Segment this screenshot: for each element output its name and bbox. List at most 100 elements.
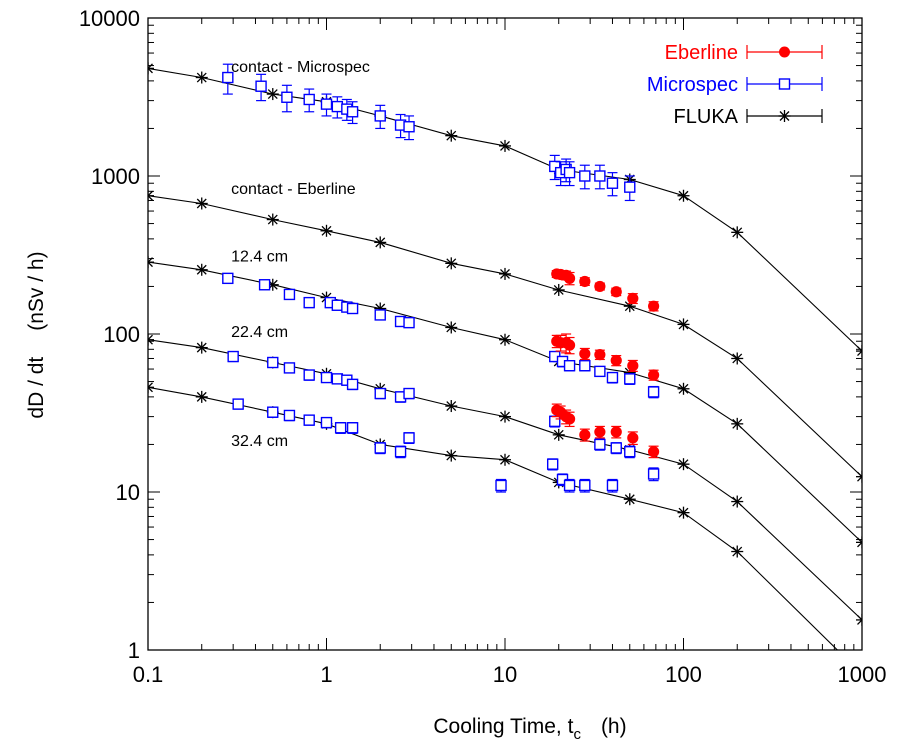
point-eberline-13-marker (579, 348, 591, 360)
point-eberline-24-marker (610, 426, 622, 438)
point-microspec-1-marker (255, 80, 267, 92)
fluka-point-0-2 (266, 88, 279, 101)
point-microspec-5-marker (331, 100, 344, 113)
point-microspec-58 (403, 432, 415, 445)
point-microspec-49-marker (232, 398, 244, 410)
point-microspec-26-marker (346, 302, 359, 315)
point-microspec-60-marker (546, 458, 559, 470)
point-eberline-26-marker (648, 446, 660, 458)
point-microspec-8 (374, 104, 386, 130)
point-microspec-7-marker (346, 106, 359, 118)
point-microspec-59-marker (495, 479, 507, 492)
point-microspec-30-marker (227, 350, 239, 363)
annotation-4: 32.4 cm (231, 433, 288, 450)
point-microspec-61 (549, 415, 561, 428)
fluka-point-4-6-d2 (500, 454, 510, 465)
fluka-point-1-3 (320, 224, 333, 237)
point-eberline-22 (579, 428, 591, 442)
point-eberline-21 (563, 411, 576, 428)
fluka-point-3-9 (677, 458, 690, 471)
point-microspec-20-marker (258, 279, 271, 291)
fluka-point-1-4 (374, 236, 387, 249)
point-microspec-19 (222, 272, 234, 285)
point-microspec-69 (647, 467, 660, 482)
point-microspec-34 (320, 371, 333, 384)
point-microspec-18 (624, 175, 636, 202)
fluka-tail-point-1-d1 (857, 346, 862, 352)
fluka-point-1-1 (195, 197, 208, 210)
point-microspec-21 (283, 288, 296, 301)
fluka-point-3-11 (856, 613, 862, 626)
fluka-point-3-0-d1 (148, 338, 153, 345)
point-eberline-3 (563, 271, 576, 286)
point-microspec-37 (346, 378, 359, 391)
fluka-point-1-7 (552, 283, 565, 296)
point-microspec-3 (303, 88, 315, 113)
point-eberline-16-marker (627, 360, 639, 372)
fluka-point-4-11-d2 (840, 653, 849, 662)
data-points (222, 63, 660, 493)
point-microspec-38-marker (374, 387, 386, 400)
fluka-point-3-6-d2 (500, 411, 510, 422)
point-microspec-67 (610, 442, 622, 455)
point-eberline-8-marker (648, 300, 660, 312)
point-microspec-65 (594, 438, 606, 451)
legend-marker-0 (779, 46, 790, 58)
point-microspec-22-marker (303, 296, 315, 309)
point-microspec-46 (606, 371, 619, 384)
fluka-tail-point-1-d2 (857, 350, 862, 357)
fluka-curve-4 (148, 386, 839, 650)
x-axis-title: Cooling Time, tc (h) (433, 715, 626, 743)
fluka-point-4-1 (195, 390, 208, 403)
point-microspec-52 (303, 414, 315, 426)
point-microspec-61-marker (549, 415, 561, 428)
point-microspec-10-marker (403, 121, 415, 133)
point-microspec-68-marker (624, 445, 636, 458)
point-microspec-49 (232, 398, 244, 410)
fluka-point-4-10-d2 (732, 546, 743, 557)
point-microspec-55 (346, 421, 359, 434)
fluka-point-0-6 (499, 139, 511, 152)
point-microspec-43-marker (563, 360, 576, 372)
annotations: contact - Microspec contact - Eberline 12.… (231, 59, 370, 450)
point-eberline-25 (627, 431, 639, 446)
fluka-tail-line (683, 195, 862, 352)
fluka-point-3-5 (445, 400, 458, 413)
fluka-point-3-6 (499, 410, 511, 423)
point-microspec-34-marker (320, 371, 333, 384)
fluka-point-3-11-d1 (857, 614, 862, 621)
y-tick-label-2: 100 (103, 322, 140, 347)
legend-entry-fluka: FLUKA (674, 106, 823, 128)
point-microspec-2-marker (281, 91, 293, 103)
point-eberline-4 (579, 275, 591, 288)
fluka-point-1-11 (856, 470, 862, 483)
fluka-point-0-1 (195, 71, 208, 84)
fluka-point-2-0-d2 (148, 257, 153, 264)
point-microspec-65-marker (594, 438, 606, 451)
point-eberline-14 (594, 349, 606, 361)
point-microspec-52-marker (303, 414, 315, 426)
point-microspec-50-marker (267, 406, 279, 418)
fluka-point-3-9-d2 (678, 459, 689, 470)
y-tick-label-3: 1000 (91, 164, 140, 189)
fluka-point-1-6 (499, 267, 511, 280)
fluka-point-2-11-d2 (857, 541, 862, 548)
fluka-point-1-9-d2 (678, 319, 689, 330)
fluka-point-3-1-d2 (196, 342, 207, 353)
y-tick-label-4: 10000 (79, 6, 140, 31)
fluka-point-2-9-d2 (678, 383, 689, 394)
point-microspec-43 (563, 360, 576, 372)
point-microspec-50 (267, 406, 279, 418)
point-microspec-18-marker (624, 181, 636, 193)
annotation-2: 12.4 cm (231, 248, 288, 265)
point-microspec-35-marker (331, 373, 344, 385)
fluka-point-4-9-d2 (678, 507, 689, 518)
point-eberline-15 (610, 354, 622, 367)
point-microspec-67-marker (610, 442, 622, 454)
point-eberline-6-marker (610, 286, 622, 298)
fluka-curve-1 (148, 195, 862, 478)
fluka-point-1-1-d2 (196, 198, 207, 209)
point-eberline-6 (610, 286, 622, 298)
legend-marker-2 (778, 110, 791, 122)
